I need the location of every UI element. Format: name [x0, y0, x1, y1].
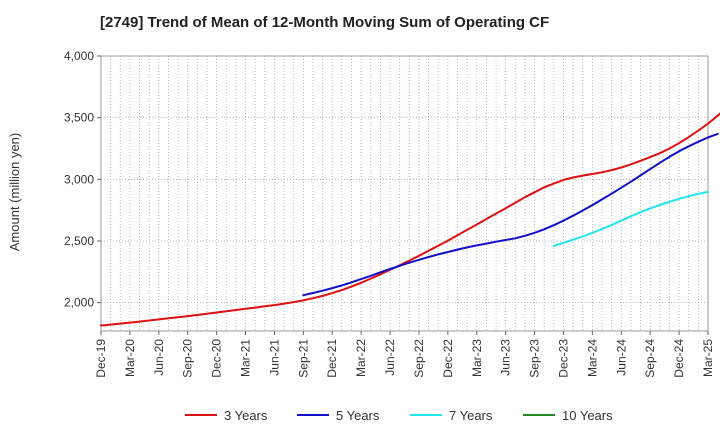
- x-tick-label: Mar-25: [701, 339, 715, 377]
- x-tick-label: Mar-24: [585, 339, 599, 377]
- legend-label-3-years: 3 Years: [224, 408, 268, 423]
- y-tick-label: 2,000: [64, 296, 94, 310]
- legend-label-5-years: 5 Years: [336, 408, 380, 423]
- series-lines: [100, 112, 720, 327]
- series-line-7-years: [552, 190, 709, 247]
- y-tick-label: 3,000: [64, 172, 94, 186]
- legend-label-10-years: 10 Years: [562, 408, 613, 423]
- x-tick-label: Mar-20: [123, 339, 137, 377]
- x-tick-label: Dec-21: [325, 339, 339, 378]
- x-tick-label: Mar-23: [470, 339, 484, 377]
- x-tick-label: Sep-20: [181, 339, 195, 378]
- x-tick-label: Mar-21: [239, 339, 253, 377]
- x-tick-label: Mar-22: [354, 339, 368, 377]
- x-tick-label: Sep-22: [412, 339, 426, 378]
- series-line-3-years: [100, 112, 720, 327]
- x-tick-label: Dec-19: [94, 339, 108, 378]
- plot-frame: [100, 55, 709, 332]
- x-tick-label: Dec-24: [672, 339, 686, 378]
- y-axis-ticks: 2,000 2,500 3,000 3,500 4,000: [64, 49, 101, 310]
- x-tick-label: Dec-23: [556, 339, 570, 378]
- y-tick-label: 4,000: [64, 49, 94, 63]
- legend-label-7-years: 7 Years: [449, 408, 493, 423]
- x-tick-label: Dec-20: [210, 339, 224, 378]
- x-tick-label: Jun-24: [614, 339, 628, 376]
- plot-area: [100, 55, 709, 332]
- x-tick-label: Jun-23: [499, 339, 513, 376]
- x-tick-label: Jun-21: [267, 339, 281, 376]
- x-tick-label: Sep-23: [528, 339, 542, 378]
- grid-lines: [101, 55, 708, 331]
- x-axis-ticks: Dec-19 Mar-20 Jun-20 Sep-20 Dec-20 Mar-21 Jun-…: [94, 331, 715, 378]
- legend: 3 Years 5 Years 7 Years 10 Years: [185, 408, 613, 423]
- x-tick-label: Sep-21: [296, 339, 310, 378]
- x-tick-label: Jun-22: [383, 339, 397, 376]
- y-tick-label: 3,500: [64, 111, 94, 125]
- x-tick-label: Dec-22: [441, 339, 455, 378]
- y-tick-label: 2,500: [64, 234, 94, 248]
- y-axis-label: Amount (million yen): [7, 133, 22, 252]
- series-line-5-years: [302, 132, 719, 297]
- x-tick-label: Sep-24: [643, 339, 657, 378]
- x-tick-label: Jun-20: [152, 339, 166, 376]
- chart-title: [2749] Trend of Mean of 12-Month Moving …: [100, 14, 549, 31]
